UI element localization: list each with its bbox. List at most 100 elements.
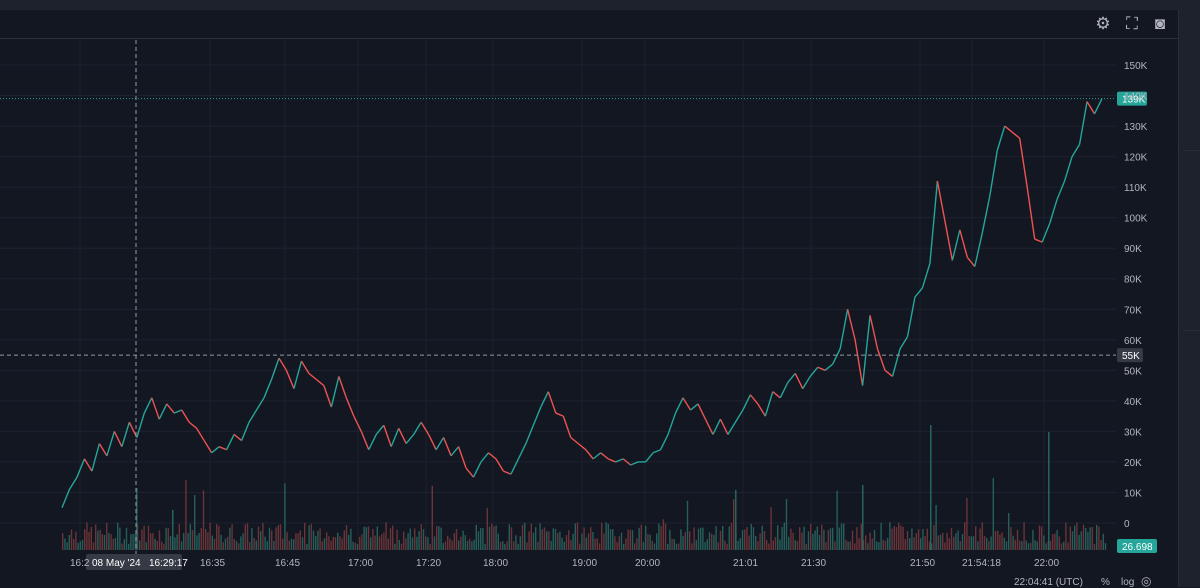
volume-bar [301, 537, 304, 550]
volume-bar [834, 541, 836, 550]
volume-bar [449, 538, 451, 550]
volume-bar [642, 541, 645, 550]
price-segment [398, 428, 407, 444]
volume-bar [299, 530, 301, 550]
volume-bar [759, 533, 761, 550]
volume-bar [451, 540, 453, 550]
y-tick-label: 10K [1124, 488, 1142, 499]
volume-bar [464, 535, 466, 550]
volume-bar [891, 528, 893, 550]
volume-bar [785, 498, 788, 550]
volume-bar [420, 524, 422, 550]
volume-bar [240, 536, 242, 550]
volume-bar [616, 541, 618, 550]
volume-bar [198, 532, 200, 550]
x-tick-label: 20:00 [635, 558, 660, 569]
volume-bar [180, 541, 183, 550]
price-segment [211, 446, 220, 454]
volume-bar [585, 537, 587, 550]
volume-bar [310, 523, 312, 550]
price-segment [368, 434, 377, 451]
y-tick-label: 90K [1124, 244, 1142, 255]
price-segment [488, 452, 497, 460]
x-tick-label: 17:00 [348, 558, 373, 569]
y-tick-label: 0 [1124, 519, 1130, 530]
y-tick-label: 120K [1124, 153, 1148, 164]
volume-bar [926, 528, 928, 550]
price-segment [353, 415, 362, 432]
volume-bar [185, 480, 187, 550]
price-chart[interactable]: 139K 55K 08 May '24 16:29:17 26.698 150K 140… [0, 40, 1178, 577]
volume-bar [191, 530, 194, 550]
price-segment [323, 385, 333, 408]
volume-bar [726, 543, 728, 550]
volume-bar [713, 534, 715, 550]
price-segment [263, 379, 273, 399]
price-segment [503, 470, 512, 475]
side-panel-tab[interactable] [1183, 150, 1200, 191]
volume-bar [684, 532, 686, 550]
y-tick-label: 140K [1124, 92, 1148, 103]
volume-bar [869, 532, 871, 550]
volume-bar [541, 529, 543, 550]
percent-toggle[interactable]: % [1101, 577, 1110, 588]
volume-bar [334, 537, 337, 550]
volume-bar [882, 539, 884, 550]
volume-bar [695, 540, 697, 550]
camera-icon[interactable]: ◙ [1154, 14, 1166, 33]
price-segment [906, 296, 916, 337]
volume-bar [862, 485, 864, 550]
volume-bar [348, 534, 350, 550]
volume-bar [189, 523, 191, 550]
volume-bar [359, 536, 361, 550]
volume-bar [535, 527, 537, 550]
volume-bar [431, 485, 433, 550]
price-segment [719, 418, 729, 435]
volume-bar [222, 542, 224, 550]
volume-bar [1003, 537, 1005, 550]
volume-bar [480, 528, 482, 550]
volume-bar [930, 425, 932, 550]
volume-bar [150, 533, 152, 550]
volume-bar [922, 528, 924, 550]
price-segment [495, 458, 505, 472]
volume-bar [211, 535, 213, 550]
volume-bar [669, 530, 671, 550]
volume-bar [552, 528, 554, 550]
volume-bar [986, 537, 988, 550]
price-segment [480, 452, 490, 463]
volume-bar [462, 530, 464, 550]
price-segment [772, 391, 781, 399]
price-segment [517, 443, 527, 460]
log-toggle[interactable]: log [1121, 577, 1135, 588]
volume-bar [829, 528, 832, 550]
volume-bar [1078, 534, 1080, 550]
volume-bar [438, 526, 440, 550]
volume-bar [1100, 539, 1102, 550]
volume-bar [1065, 522, 1067, 550]
settings-circle-icon[interactable]: ◎ [1141, 574, 1152, 588]
price-segment [876, 348, 886, 371]
fullscreen-icon[interactable]: ⛶ [1126, 14, 1138, 33]
volume-bar [1098, 526, 1100, 550]
volume-bar [636, 538, 638, 550]
volume-bar [75, 531, 77, 550]
price-segment [630, 461, 639, 466]
volume-bar [469, 538, 471, 550]
volume-bar [235, 541, 238, 550]
volume-bar [471, 541, 473, 550]
price-segment [794, 373, 804, 389]
price-segment [734, 409, 744, 423]
price-segment [547, 391, 557, 414]
price-segment [525, 425, 535, 444]
price-segment [757, 403, 766, 417]
volume-bar [847, 541, 849, 550]
price-segment [510, 458, 520, 475]
volume-bar [680, 529, 682, 550]
volume-bar [748, 535, 750, 550]
volume-bar [1085, 528, 1087, 550]
gear-icon[interactable]: ⚙ [1095, 14, 1111, 33]
volume-bar [1045, 543, 1047, 550]
volume-bar [205, 529, 207, 550]
volume-bar [1027, 543, 1030, 550]
